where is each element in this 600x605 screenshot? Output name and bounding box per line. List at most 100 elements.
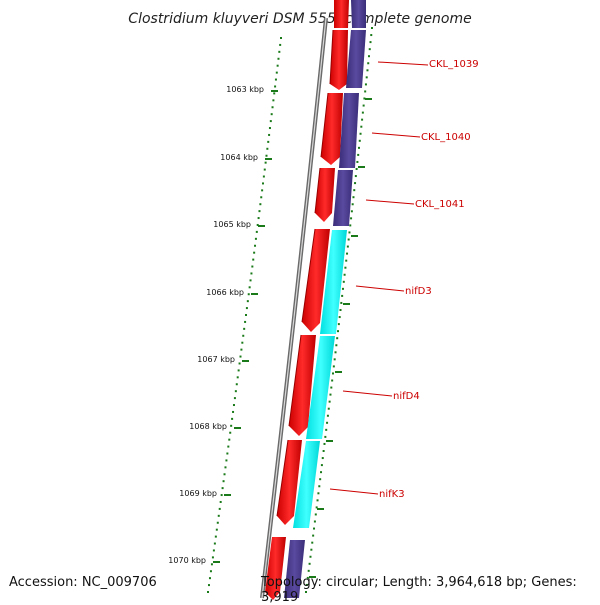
ruler-major-tick	[213, 561, 220, 563]
ruler-dot	[223, 473, 226, 476]
ruler-dot	[327, 407, 330, 410]
ruler-dot	[356, 160, 359, 163]
ruler-dot	[252, 258, 255, 261]
ruler-dot	[254, 237, 257, 240]
ruler-dot	[277, 57, 280, 60]
ruler-dot	[307, 569, 310, 572]
kbp-label: 1063 kbp	[226, 85, 264, 94]
gene-block-purple	[333, 170, 353, 226]
ruler-dot	[323, 442, 326, 445]
gene-label: nifK3	[379, 489, 405, 500]
ruler-dot	[211, 556, 214, 559]
ruler-dot	[270, 113, 273, 116]
ruler-dot	[357, 153, 360, 156]
ruler-dot	[345, 259, 348, 262]
ruler-dot	[361, 111, 364, 114]
ruler-dot	[341, 294, 344, 297]
ruler-dot	[321, 457, 324, 460]
ruler-major-tick	[271, 90, 278, 92]
ruler-major-tick	[309, 576, 316, 578]
ruler-dot	[371, 27, 373, 29]
ruler-dot	[236, 376, 239, 379]
gene-label-lines	[329, 61, 429, 495]
ruler-major-tick	[251, 293, 258, 295]
cds-block	[289, 335, 316, 436]
ruler-dot	[331, 372, 334, 375]
ruler-dot	[245, 314, 247, 316]
ruler-major-tick	[351, 235, 358, 237]
kbp-ruler-inner	[305, 27, 373, 593]
ruler-major-tick	[258, 225, 265, 227]
ruler-dot	[221, 487, 224, 490]
ruler-dot	[341, 287, 344, 290]
ruler-dot	[338, 316, 341, 319]
ruler-dot	[369, 41, 372, 44]
ruler-dot	[220, 494, 223, 497]
ruler-dot	[312, 534, 315, 537]
ruler-major-tick	[343, 303, 350, 305]
ruler-dot	[228, 438, 231, 441]
ruler-dot	[242, 334, 245, 337]
ruler-dot	[279, 43, 282, 46]
map-title: Clostridium kluyveri DSM 555, complete g…	[128, 11, 471, 27]
ruler-major-tick	[242, 360, 249, 362]
ruler-dot	[305, 583, 308, 586]
ruler-dot	[250, 272, 253, 275]
ruler-dot	[305, 591, 307, 593]
kbp-label: 1064 kbp	[220, 153, 258, 162]
ruler-dot	[334, 351, 337, 354]
cds-block-partial	[334, 0, 349, 28]
gene-block-cyan	[306, 336, 335, 439]
ruler-dot	[311, 541, 314, 544]
ruler-dot	[268, 127, 271, 130]
ruler-dot	[339, 309, 342, 311]
ruler-dot	[275, 71, 278, 74]
ruler-dot	[247, 293, 250, 296]
ruler-dot	[362, 104, 365, 107]
ruler-dot	[309, 555, 312, 558]
gene-block-purple	[351, 0, 366, 28]
kbp-label: 1069 kbp	[179, 489, 217, 498]
ruler-dot	[227, 445, 230, 448]
ruler-dot	[342, 280, 345, 283]
ruler-dot	[336, 337, 339, 340]
ruler-dot	[340, 301, 343, 304]
ruler-dot	[349, 224, 352, 227]
ruler-dot	[253, 251, 256, 254]
ruler-dot	[222, 480, 225, 483]
ruler-dot	[264, 161, 267, 164]
gene-block-cyan	[293, 441, 320, 528]
ruler-dot	[317, 492, 320, 495]
ruler-dot	[344, 266, 347, 269]
cds-track-genes	[284, 0, 366, 598]
ruler-dot	[274, 85, 277, 88]
ruler-dot	[214, 535, 217, 538]
ruler-dot	[368, 48, 371, 51]
ruler-dot	[330, 386, 333, 389]
ruler-dot	[209, 570, 212, 573]
ruler-dot	[271, 106, 274, 109]
ruler-dot	[308, 562, 311, 565]
kbp-label: 1065 kbp	[213, 220, 251, 229]
ruler-dot	[366, 69, 369, 72]
ruler-major-tick	[358, 166, 365, 168]
ruler-dot	[315, 506, 318, 509]
ruler-dot	[240, 348, 243, 351]
ruler-dot	[329, 393, 332, 396]
ruler-dot	[234, 390, 237, 393]
ruler-dot	[269, 120, 272, 123]
ruler-major-tick	[265, 158, 272, 160]
ruler-dot	[328, 400, 331, 403]
ruler-major-tick	[224, 494, 231, 496]
ruler-dot	[357, 146, 360, 149]
ruler-dot	[249, 279, 252, 282]
ruler-major-tick	[326, 440, 333, 442]
ruler-dot	[258, 210, 261, 213]
ruler-dot	[256, 223, 259, 226]
ruler-dot	[360, 125, 363, 128]
ruler-dot	[331, 379, 334, 382]
gene-label: CKL_1039	[429, 59, 479, 70]
ruler-dot	[248, 286, 251, 289]
ruler-dot	[225, 459, 228, 462]
